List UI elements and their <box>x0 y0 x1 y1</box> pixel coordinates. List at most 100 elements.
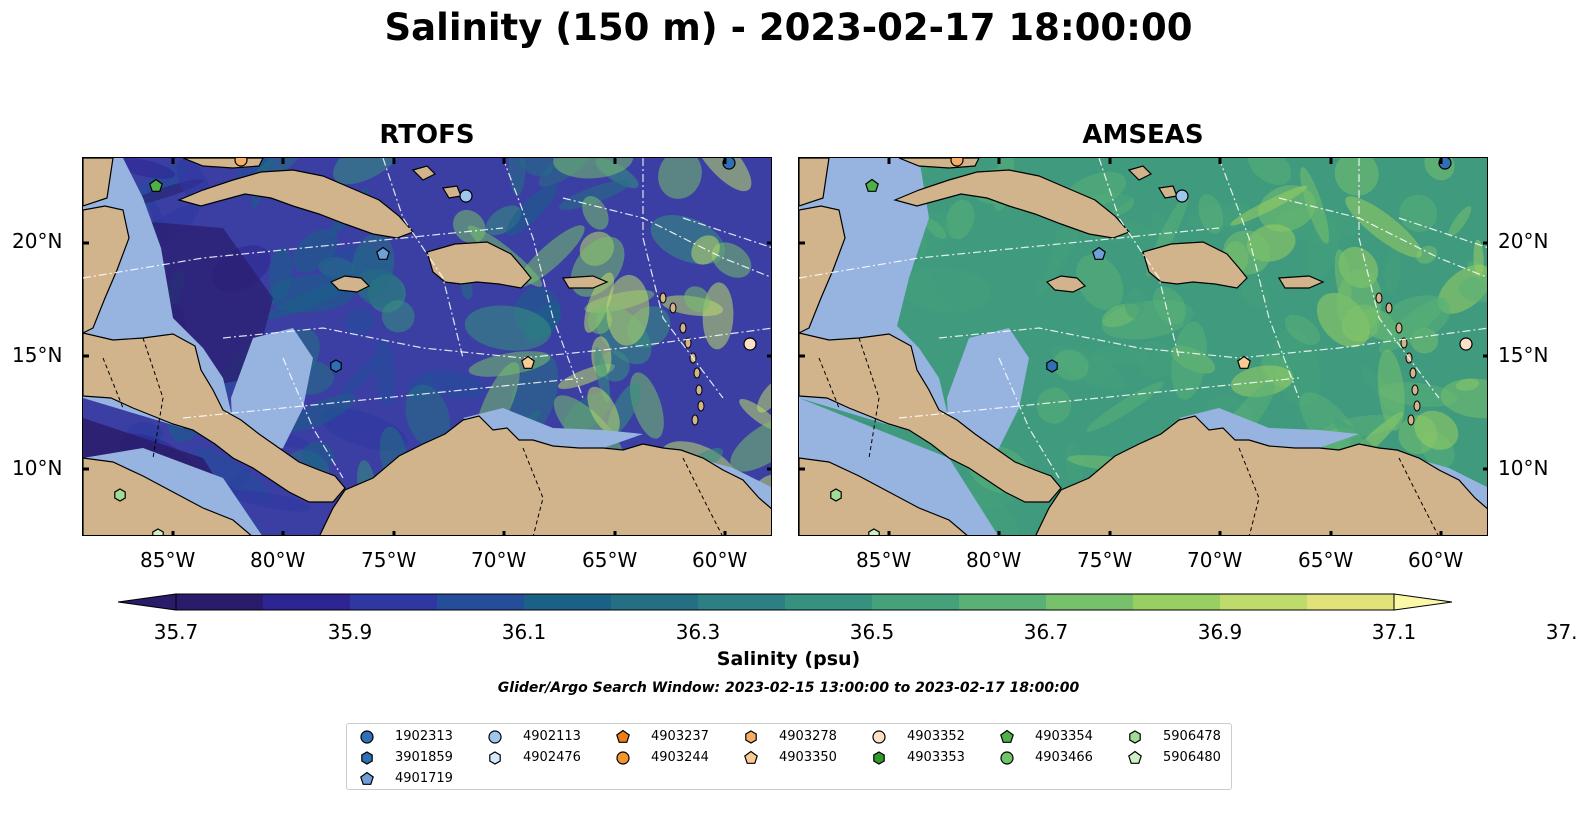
colorbar-tick-label: 37.3 <box>1545 620 1577 644</box>
x-tick-label: 85°W <box>140 548 196 572</box>
eez-boundary <box>998 357 1060 479</box>
legend-label: 3901859 <box>395 750 453 765</box>
y-tick-label-right: 20°N <box>1498 229 1549 253</box>
search-window-note: Glider/Argo Search Window: 2023-02-15 13… <box>497 680 1080 696</box>
island <box>695 384 703 396</box>
map-amseas-canvas <box>799 158 1487 535</box>
circle-marker-icon <box>616 751 630 765</box>
figure-title: Salinity (150 m) - 2023-02-17 18:00:00 <box>384 6 1193 49</box>
float-marker <box>1092 246 1106 260</box>
island <box>691 414 699 426</box>
hexagon-marker-icon <box>489 751 501 765</box>
land-mass <box>83 158 114 207</box>
float-marker <box>1237 355 1251 369</box>
island <box>669 302 677 314</box>
island <box>679 322 687 334</box>
land-mass <box>799 332 1062 503</box>
float-marker <box>360 730 374 744</box>
x-tick-label: 80°W <box>250 548 306 572</box>
map-amseas <box>798 157 1488 536</box>
island <box>1385 302 1393 314</box>
float-marker <box>361 751 373 765</box>
legend-label: 4903353 <box>907 750 965 765</box>
x-tick-label: 70°W <box>1187 548 1243 572</box>
float-marker <box>489 751 501 765</box>
map-ticks <box>83 158 771 535</box>
colorbar-segment <box>872 594 960 610</box>
y-tick-label-right: 15°N <box>1498 343 1549 367</box>
eez-boundary <box>898 377 1300 419</box>
legend-label: 4903237 <box>651 729 709 744</box>
float-marker <box>1046 359 1058 373</box>
land-mass <box>177 169 415 239</box>
colorbar-tick-label: 35.9 <box>327 620 373 644</box>
eez-boundary <box>642 158 724 399</box>
colorbar-segment <box>1220 594 1308 610</box>
float-marker <box>488 730 502 744</box>
colorbar-tick-label: 36.3 <box>675 620 721 644</box>
x-tick-label: 60°W <box>692 548 748 572</box>
panel-title-amseas: AMSEAS <box>1082 120 1204 150</box>
colorbar-extend-high <box>1393 593 1453 611</box>
hexagon-marker-icon <box>873 751 885 765</box>
island <box>693 367 701 379</box>
eez-boundary <box>938 327 1487 359</box>
legend-label: 4903352 <box>907 729 965 744</box>
float-marker <box>873 751 885 765</box>
land-mass <box>1277 275 1325 289</box>
legend-label: 4903244 <box>651 750 709 765</box>
land-mass <box>799 457 968 535</box>
land-mass <box>1142 241 1248 289</box>
circle-marker-icon <box>488 730 502 744</box>
float-marker <box>149 178 163 192</box>
legend-label: 4903350 <box>779 750 837 765</box>
x-tick-label: 65°W <box>582 548 638 572</box>
float-marker <box>950 158 964 167</box>
map-rtofs <box>82 157 772 536</box>
colorbar-segment <box>1307 594 1395 610</box>
colorbar-segment <box>350 594 438 610</box>
eez-boundary <box>562 197 771 278</box>
shelf-area <box>231 328 313 458</box>
island <box>1413 400 1421 412</box>
float-marker <box>616 751 630 765</box>
colorbar-tick-label: 36.1 <box>501 620 547 644</box>
eez-boundary <box>1358 158 1440 399</box>
colorbar-segment <box>611 594 699 610</box>
pentagon-marker-icon <box>360 771 374 785</box>
colorbar-scale <box>117 593 1453 611</box>
x-tick-label: 80°W <box>966 548 1022 572</box>
colorbar-segment <box>263 594 351 610</box>
x-tick-label: 70°W <box>471 548 527 572</box>
legend-label: 5906480 <box>1163 750 1221 765</box>
hexagon-marker-icon <box>361 751 373 765</box>
land-mass <box>799 158 830 207</box>
colorbar-segment <box>785 594 873 610</box>
float-marker <box>459 189 473 203</box>
eez-boundary <box>1098 158 1180 359</box>
colorbar-segment <box>1133 594 1221 610</box>
island <box>1400 337 1408 349</box>
land-mass <box>319 415 771 535</box>
float-marker <box>830 488 842 502</box>
x-tick-label: 75°W <box>361 548 417 572</box>
map-ticks <box>799 158 1487 535</box>
land-mass <box>561 275 609 289</box>
land-mass <box>799 205 846 334</box>
float-marker <box>1000 729 1014 743</box>
colorbar-tick-label: 36.9 <box>1197 620 1243 644</box>
y-tick-label-left: 20°N <box>12 229 63 253</box>
island <box>697 400 705 412</box>
x-tick-label: 65°W <box>1298 548 1354 572</box>
legend-label: 4903466 <box>1035 750 1093 765</box>
colorbar-segment <box>437 594 525 610</box>
float-marker <box>1129 730 1141 744</box>
island <box>1375 292 1383 304</box>
float-marker <box>330 359 342 373</box>
float-marker <box>743 337 757 351</box>
colorbar-segment <box>1046 594 1134 610</box>
legend-label: 4902476 <box>523 750 581 765</box>
x-tick-label: 75°W <box>1077 548 1133 572</box>
country-border <box>1238 447 1260 535</box>
y-tick-label-right: 10°N <box>1498 456 1549 480</box>
